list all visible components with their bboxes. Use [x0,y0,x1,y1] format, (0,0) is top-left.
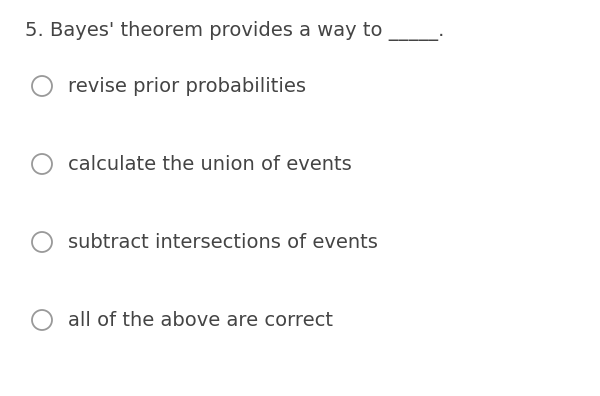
Text: 5. Bayes' theorem provides a way to _____.: 5. Bayes' theorem provides a way to ____… [25,21,445,41]
Text: calculate the union of events: calculate the union of events [68,154,352,173]
Text: subtract intersections of events: subtract intersections of events [68,232,378,251]
Text: all of the above are correct: all of the above are correct [68,310,333,329]
Text: revise prior probabilities: revise prior probabilities [68,76,306,95]
